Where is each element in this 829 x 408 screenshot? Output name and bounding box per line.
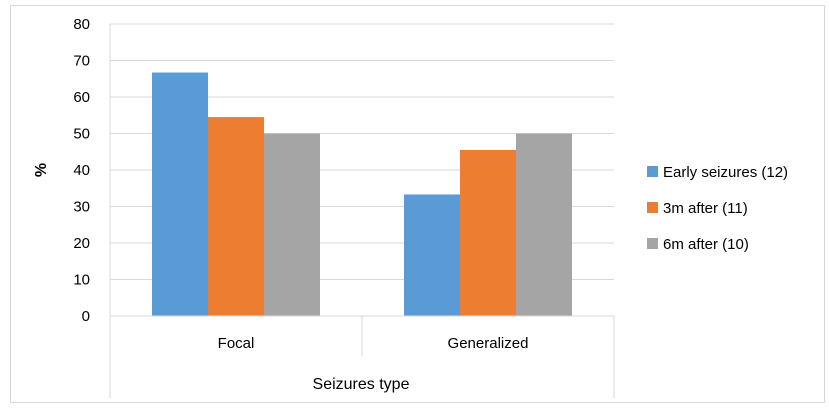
legend-swatch: [647, 166, 658, 177]
y-tick-label: 30: [73, 199, 90, 216]
bar-focal-series-3: [264, 133, 320, 316]
y-tick-labels: 0 10 20 30 40 50 60 70 80: [73, 16, 90, 325]
bar-generalized-series-2: [460, 149, 516, 316]
x-category-label: Focal: [218, 335, 255, 352]
x-category-label: Generalized: [448, 335, 529, 352]
bars: [152, 72, 572, 316]
y-tick-label: 80: [73, 16, 90, 33]
legend-swatch: [647, 202, 658, 213]
bar-generalized-series-3: [516, 133, 572, 316]
bar-generalized-series-1: [404, 194, 460, 316]
bar-focal-series-1: [152, 72, 208, 316]
legend-entry: 6m after (10): [663, 236, 749, 253]
axes: [109, 24, 615, 398]
y-tick-label: 40: [73, 162, 90, 179]
bar-focal-series-2: [208, 117, 264, 316]
y-tick-label: 20: [73, 235, 90, 252]
legend: Early seizures (12) 3m after (11) 6m after…: [647, 164, 788, 253]
y-axis-label: %: [33, 163, 50, 177]
y-tick-label: 0: [82, 308, 90, 325]
x-axis-label: Seizures type: [313, 376, 410, 393]
legend-swatch: [647, 238, 658, 249]
x-category-labels: Focal Generalized: [218, 335, 529, 352]
y-tick-label: 60: [73, 89, 90, 106]
legend-entry: 3m after (11): [663, 200, 748, 217]
y-tick-label: 10: [73, 272, 90, 289]
y-tick-label: 70: [73, 53, 90, 70]
y-tick-label: 50: [73, 126, 90, 143]
legend-entry: Early seizures (12): [663, 164, 788, 181]
